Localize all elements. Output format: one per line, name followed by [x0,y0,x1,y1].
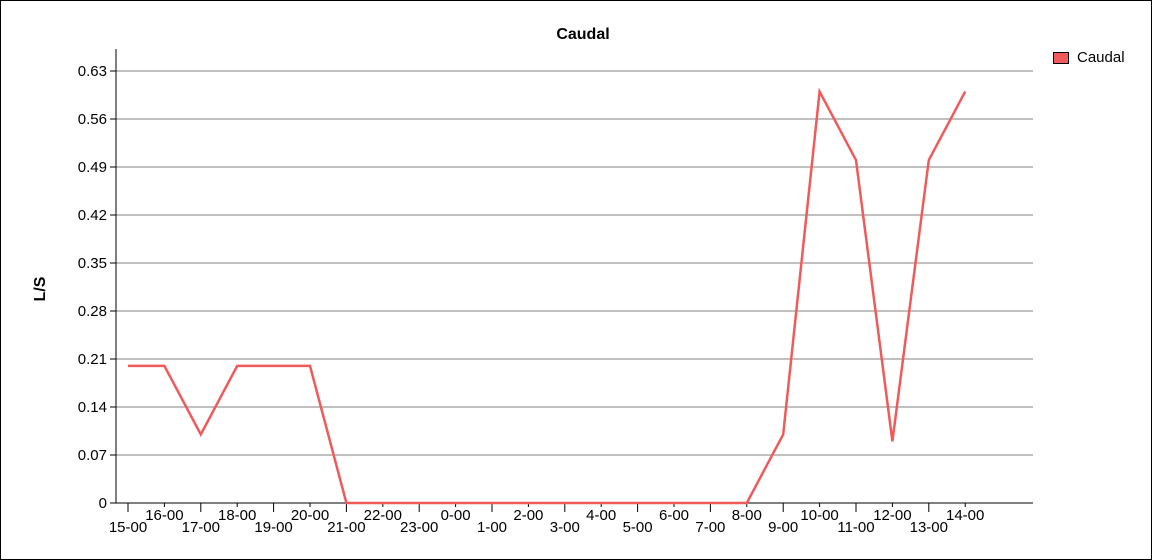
x-tick-label: 4-00 [586,507,616,524]
x-tick-label: 6-00 [659,507,689,524]
y-tick-label: 0.42 [78,207,107,224]
x-tick-label: 9-00 [768,519,798,536]
x-tick-label: 16-00 [145,507,183,524]
x-tick-label: 0-00 [441,507,471,524]
y-tick-label: 0.07 [78,447,107,464]
x-tick-label: 23-00 [400,519,438,536]
x-tick-label: 20-00 [291,507,329,524]
x-tick-label: 12-00 [873,507,911,524]
x-tick-label: 7-00 [695,519,725,536]
legend-label-caudal: Caudal [1077,49,1125,66]
x-tick-label: 13-00 [910,519,948,536]
x-tick-label: 19-00 [254,519,292,536]
x-tick-label: 21-00 [327,519,365,536]
x-tick-label: 22-00 [364,507,402,524]
x-tick-label: 5-00 [623,519,653,536]
x-tick-label: 8-00 [732,507,762,524]
y-axis-label: L/S [32,276,49,301]
y-tick-label: 0.49 [78,159,107,176]
y-tick-label: 0.28 [78,303,107,320]
y-tick-label: 0.21 [78,351,107,368]
y-tick-label: 0.14 [78,399,107,416]
chart-title: Caudal [556,26,609,43]
x-tick-label: 17-00 [182,519,220,536]
y-tick-label: 0 [99,495,107,512]
x-tick-label: 2-00 [513,507,543,524]
x-tick-label: 14-00 [946,507,984,524]
x-tick-label: 10-00 [800,507,838,524]
x-tick-label: 1-00 [477,519,507,536]
legend: Caudal [1053,49,1125,66]
x-tick-label: 11-00 [837,519,874,536]
x-tick-label: 3-00 [550,519,580,536]
x-tick-label: 15-00 [109,519,147,536]
y-tick-label: 0.35 [78,255,107,272]
legend-swatch-caudal [1053,51,1069,64]
y-tick-label: 0.56 [78,111,107,128]
series-line-caudal [128,87,967,505]
x-tick-label: 18-00 [218,507,256,524]
y-tick-label: 0.63 [78,63,107,80]
